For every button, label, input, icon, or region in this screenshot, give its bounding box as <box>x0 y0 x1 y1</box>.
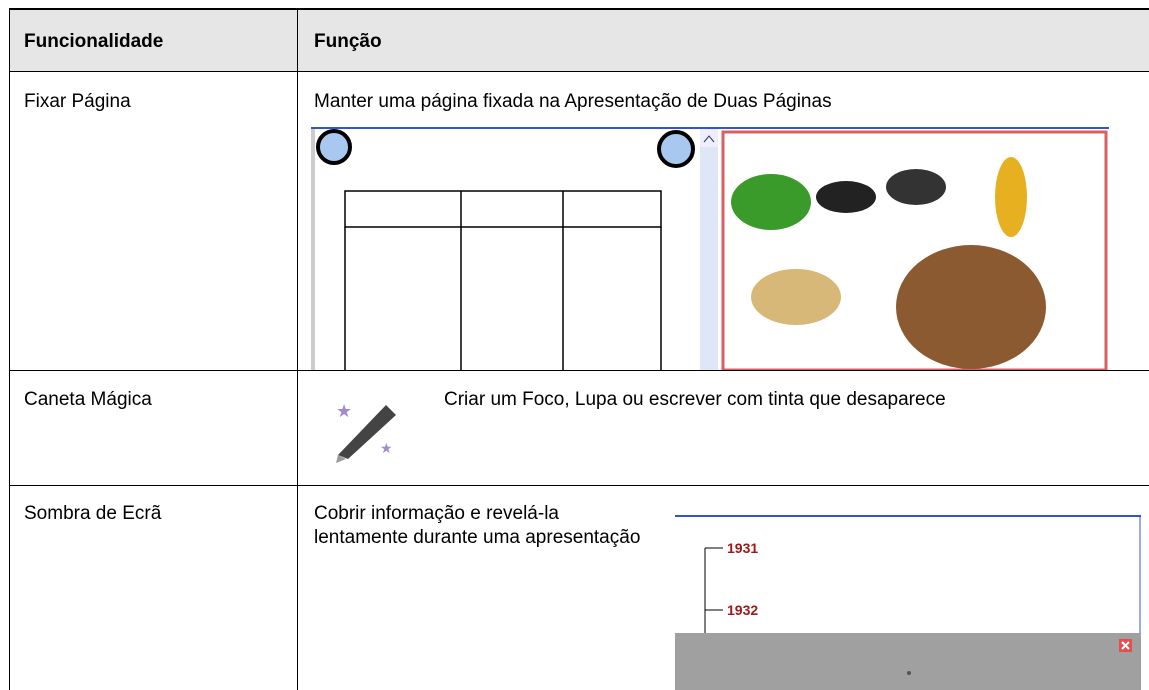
timeline-label: 1932 <box>727 602 758 618</box>
rule <box>9 370 1149 371</box>
cell: Manter uma página fixada na Apresentação… <box>314 91 832 112</box>
two-page-screenshot <box>311 127 1109 370</box>
header-cell: Funcionalidade <box>24 31 164 52</box>
magic-pen-icon: ★ ★ <box>336 401 396 463</box>
rule <box>9 8 10 690</box>
header-cell: Função <box>314 31 382 52</box>
svg-text:★: ★ <box>336 401 352 421</box>
cell: Cobrir informação e revelá-la lentamente… <box>314 503 641 548</box>
cell: Criar um Foco, Lupa ou escrever com tint… <box>444 389 946 410</box>
rule <box>9 8 1149 10</box>
timeline-label: 1931 <box>727 540 758 556</box>
cell: Caneta Mágica <box>24 389 152 410</box>
rule <box>297 8 298 690</box>
cell: Sombra de Ecrã <box>24 503 162 524</box>
rule <box>9 485 1149 486</box>
header-bg <box>9 9 1149 72</box>
svg-text:★: ★ <box>380 440 393 456</box>
cell: Fixar Página <box>24 91 131 112</box>
screen-shade-screenshot: 1931 1932 <box>675 515 1141 690</box>
rule <box>9 71 1149 72</box>
